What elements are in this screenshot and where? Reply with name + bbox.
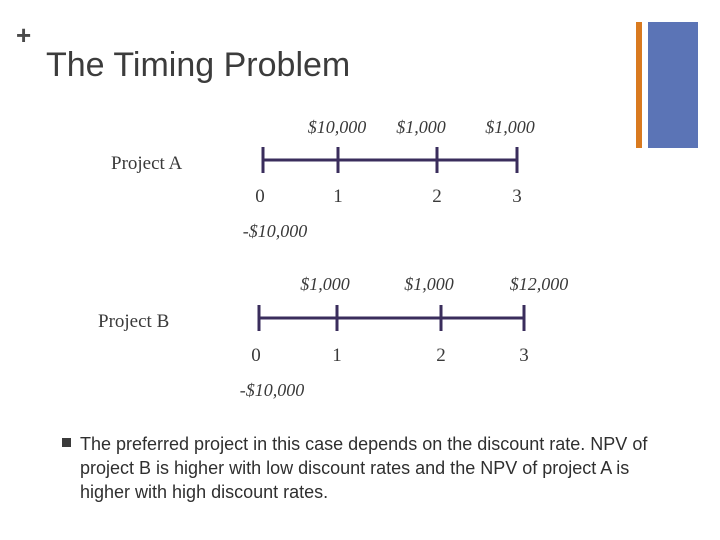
- project-a-inflow-2: $1,000: [396, 117, 446, 137]
- project-b-inflow-1: $1,000: [300, 274, 350, 294]
- project-b-inflow-2: $1,000: [404, 274, 454, 294]
- project-b-label: Project B: [98, 311, 169, 332]
- project-b-inflow-3: $12,000: [510, 274, 569, 294]
- project-a-period-2: 2: [432, 186, 442, 207]
- slide-plus-mark: +: [16, 20, 32, 50]
- project-b-period-3: 3: [519, 345, 529, 366]
- cash-flow-timelines: Project A $10,000 $1,000 $1,000 0 1 2 3 …: [98, 117, 568, 400]
- project-a-period-3: 3: [512, 186, 522, 207]
- accent-bar-blue: [648, 22, 698, 148]
- slide-title: The Timing Problem: [46, 46, 351, 84]
- timeline-project-b: Project B $1,000 $1,000 $12,000 0 1 2 3 …: [98, 274, 568, 400]
- project-b-period-1: 1: [332, 345, 342, 366]
- project-a-label: Project A: [111, 153, 183, 174]
- project-a-period-1: 1: [333, 186, 343, 207]
- bullet-square-icon: [62, 438, 71, 447]
- project-a-inflow-3: $1,000: [485, 117, 535, 137]
- project-a-period-0: 0: [255, 186, 265, 207]
- project-b-outflow: -$10,000: [240, 380, 305, 400]
- project-b-period-0: 0: [251, 345, 261, 366]
- project-a-inflow-1: $10,000: [308, 117, 367, 137]
- project-a-outflow: -$10,000: [243, 221, 308, 241]
- project-b-period-2: 2: [436, 345, 446, 366]
- timeline-project-a: Project A $10,000 $1,000 $1,000 0 1 2 3 …: [111, 117, 535, 241]
- accent-bar-orange: [636, 22, 642, 148]
- bullet-text: The preferred project in this case depen…: [80, 434, 648, 502]
